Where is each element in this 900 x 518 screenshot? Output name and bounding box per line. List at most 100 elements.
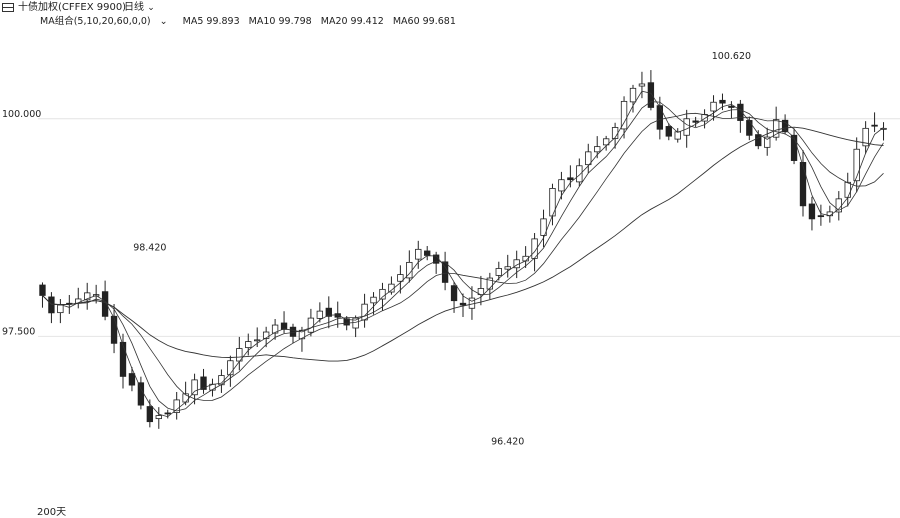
ma60-line xyxy=(42,126,884,362)
candle[interactable] xyxy=(817,204,825,226)
candle[interactable] xyxy=(397,265,404,294)
candle-body xyxy=(245,341,252,349)
candle[interactable] xyxy=(549,183,556,226)
candle[interactable] xyxy=(84,282,91,310)
candle[interactable] xyxy=(772,106,780,141)
candle[interactable] xyxy=(459,293,467,317)
candle-body xyxy=(620,100,628,130)
candle[interactable] xyxy=(415,240,422,269)
candle[interactable] xyxy=(406,250,413,283)
candle-body xyxy=(880,127,887,130)
period-selector[interactable]: 日线 ⌄ xyxy=(124,0,155,16)
candle-body xyxy=(119,341,127,377)
candle[interactable] xyxy=(477,275,485,306)
candle[interactable] xyxy=(585,143,592,174)
panel-icon[interactable] xyxy=(2,3,14,12)
candle-body xyxy=(325,307,332,317)
candle[interactable] xyxy=(424,246,431,261)
candle[interactable] xyxy=(746,116,753,141)
candle[interactable] xyxy=(737,99,744,133)
candle-body xyxy=(280,322,288,330)
candle[interactable] xyxy=(432,251,440,274)
candle[interactable] xyxy=(576,158,583,187)
candle[interactable] xyxy=(370,292,377,315)
ma10-line xyxy=(42,101,884,412)
candle[interactable] xyxy=(48,292,55,324)
candle[interactable] xyxy=(155,407,162,429)
candle-body xyxy=(629,87,637,103)
candle-body xyxy=(110,315,118,344)
candle[interactable] xyxy=(656,96,664,140)
candle[interactable] xyxy=(110,304,118,354)
candle-body xyxy=(817,215,825,218)
candle[interactable] xyxy=(254,327,261,348)
candle[interactable] xyxy=(486,272,494,300)
candle[interactable] xyxy=(638,71,646,99)
candle[interactable] xyxy=(602,135,610,151)
ma-combo-selector[interactable]: MA组合(5,10,20,60,0,0) ⌄ xyxy=(40,16,174,27)
instrument-title: 十债加权(CFFEX 9900) xyxy=(18,2,127,13)
candle-body xyxy=(227,360,234,376)
candle[interactable] xyxy=(75,287,82,309)
candle[interactable] xyxy=(844,172,851,207)
candle[interactable] xyxy=(674,128,681,143)
candle[interactable] xyxy=(799,150,807,217)
candle[interactable] xyxy=(755,130,762,150)
candle[interactable] xyxy=(450,281,458,313)
candle[interactable] xyxy=(236,336,243,371)
candle-body xyxy=(343,318,350,326)
candle[interactable] xyxy=(880,122,887,141)
candle[interactable] xyxy=(173,391,180,420)
candle[interactable] xyxy=(558,171,565,200)
candle[interactable] xyxy=(119,333,127,389)
candle[interactable] xyxy=(540,209,547,248)
candle[interactable] xyxy=(262,326,270,348)
candle[interactable] xyxy=(280,311,288,334)
range-label: 200天 xyxy=(37,507,67,518)
candle[interactable] xyxy=(39,282,46,308)
chart-header: 十债加权(CFFEX 9900) 日线 ⌄ xyxy=(0,0,900,16)
candle-body xyxy=(262,331,270,339)
candle-body xyxy=(334,313,341,318)
candle[interactable] xyxy=(853,137,860,193)
candle-body xyxy=(683,118,690,136)
ma5-line xyxy=(42,90,884,418)
candle[interactable] xyxy=(764,127,771,156)
candle-body xyxy=(128,373,136,386)
candle[interactable] xyxy=(781,114,789,135)
candle[interactable] xyxy=(289,323,297,344)
candle[interactable] xyxy=(325,296,332,329)
candle[interactable] xyxy=(862,121,869,154)
candle[interactable] xyxy=(495,261,502,281)
candle[interactable] xyxy=(719,93,726,111)
candle-body xyxy=(594,146,601,153)
candle[interactable] xyxy=(808,196,816,231)
candle[interactable] xyxy=(200,368,207,394)
candle[interactable] xyxy=(128,367,136,392)
candle[interactable] xyxy=(316,302,324,323)
candle[interactable] xyxy=(352,315,359,338)
candle[interactable] xyxy=(611,122,619,149)
candle[interactable] xyxy=(504,254,511,278)
candle[interactable] xyxy=(647,70,655,111)
candle[interactable] xyxy=(620,96,628,139)
candle[interactable] xyxy=(567,165,574,188)
candle[interactable] xyxy=(361,293,368,328)
candle[interactable] xyxy=(692,116,699,127)
candle[interactable] xyxy=(245,333,252,356)
candle[interactable] xyxy=(209,378,216,397)
candle[interactable] xyxy=(665,123,672,141)
candle[interactable] xyxy=(790,128,798,165)
candle-body xyxy=(656,105,664,130)
candle[interactable] xyxy=(871,112,878,133)
candle[interactable] xyxy=(271,318,279,340)
candle[interactable] xyxy=(227,355,234,387)
candle[interactable] xyxy=(137,376,145,410)
candle-body xyxy=(191,379,198,396)
candle[interactable] xyxy=(629,84,637,113)
candle[interactable] xyxy=(835,191,842,221)
candle[interactable] xyxy=(57,298,64,324)
ma10-value: MA10 99.798 xyxy=(248,16,312,27)
candle-body xyxy=(746,120,753,136)
